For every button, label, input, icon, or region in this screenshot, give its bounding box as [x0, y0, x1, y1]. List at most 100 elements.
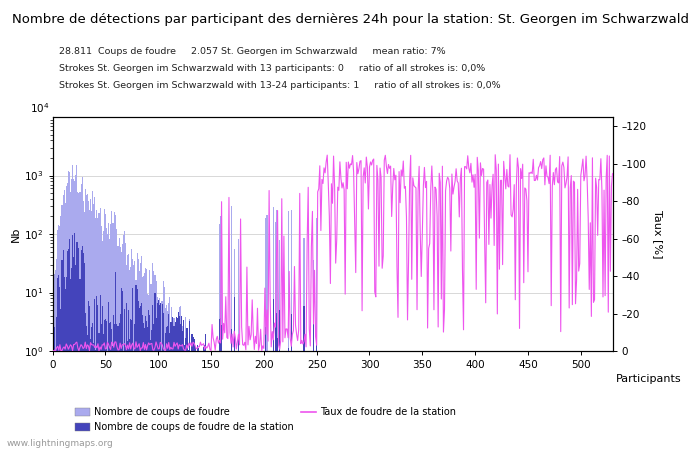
Bar: [573, 351, 574, 450]
Bar: [80, 184, 82, 450]
Bar: [559, 351, 560, 450]
Bar: [429, 351, 430, 450]
Bar: [149, 315, 150, 450]
Bar: [317, 351, 318, 450]
Bar: [508, 351, 510, 450]
Bar: [236, 351, 237, 450]
Bar: [191, 333, 193, 450]
Bar: [338, 351, 339, 450]
Bar: [568, 351, 570, 450]
Bar: [467, 351, 468, 450]
Bar: [316, 217, 317, 450]
Bar: [387, 351, 388, 450]
Bar: [187, 328, 188, 450]
Bar: [447, 351, 448, 450]
Bar: [533, 351, 534, 450]
Bar: [132, 288, 133, 450]
Bar: [581, 351, 582, 450]
Bar: [525, 351, 526, 450]
Bar: [590, 351, 591, 450]
Bar: [89, 306, 90, 450]
Bar: [97, 218, 99, 450]
Bar: [319, 351, 321, 450]
Bar: [539, 351, 540, 450]
Bar: [395, 351, 396, 450]
Bar: [277, 338, 278, 450]
Bar: [351, 351, 352, 450]
Bar: [290, 210, 292, 450]
Bar: [248, 351, 250, 450]
Bar: [494, 351, 495, 450]
Bar: [430, 351, 431, 450]
Bar: [151, 330, 153, 450]
Bar: [390, 351, 391, 450]
Bar: [445, 351, 446, 450]
Text: Strokes St. Georgen im Schwarzwald with 13 participants: 0     ratio of all stro: Strokes St. Georgen im Schwarzwald with …: [60, 64, 486, 73]
Bar: [524, 351, 525, 450]
Bar: [90, 339, 91, 450]
Bar: [269, 351, 270, 450]
Y-axis label: Taux [%]: Taux [%]: [653, 210, 663, 258]
Bar: [598, 351, 599, 450]
Bar: [111, 329, 112, 450]
Bar: [575, 351, 576, 450]
Bar: [456, 351, 458, 450]
Bar: [306, 351, 307, 450]
Bar: [446, 351, 447, 450]
Bar: [109, 239, 110, 450]
Bar: [247, 351, 248, 450]
Bar: [595, 351, 596, 450]
Bar: [506, 351, 507, 450]
Bar: [420, 351, 421, 450]
Bar: [348, 351, 349, 450]
Bar: [482, 351, 483, 450]
Bar: [344, 351, 346, 450]
Bar: [274, 351, 275, 450]
Bar: [199, 351, 200, 450]
Bar: [265, 327, 267, 450]
Bar: [559, 351, 560, 450]
Bar: [415, 351, 416, 450]
Bar: [537, 351, 538, 450]
Bar: [369, 351, 370, 450]
Bar: [394, 351, 395, 450]
Bar: [263, 351, 265, 450]
Bar: [489, 351, 491, 450]
Bar: [68, 249, 69, 450]
Bar: [107, 351, 108, 450]
Bar: [391, 351, 392, 450]
Bar: [217, 351, 218, 450]
Bar: [332, 351, 333, 450]
Bar: [150, 340, 151, 450]
Bar: [169, 297, 170, 450]
Bar: [71, 268, 72, 450]
Bar: [292, 351, 293, 450]
Bar: [327, 351, 328, 450]
Bar: [164, 287, 165, 450]
Bar: [215, 351, 216, 450]
Bar: [166, 327, 167, 450]
Bar: [355, 351, 356, 450]
Bar: [95, 350, 97, 450]
Bar: [309, 351, 310, 450]
Bar: [318, 351, 319, 450]
Bar: [106, 321, 107, 450]
Bar: [230, 206, 232, 450]
Bar: [319, 351, 321, 450]
Bar: [201, 351, 202, 450]
Bar: [454, 351, 456, 450]
Bar: [356, 351, 357, 450]
Bar: [430, 351, 431, 450]
Bar: [486, 351, 487, 450]
Bar: [147, 294, 148, 450]
Bar: [352, 351, 353, 450]
Bar: [427, 351, 428, 450]
Bar: [383, 351, 384, 450]
Bar: [594, 351, 595, 450]
Bar: [384, 351, 385, 450]
Bar: [481, 351, 482, 450]
Bar: [484, 351, 485, 450]
Bar: [313, 260, 314, 450]
Bar: [141, 256, 142, 450]
Bar: [456, 351, 458, 450]
